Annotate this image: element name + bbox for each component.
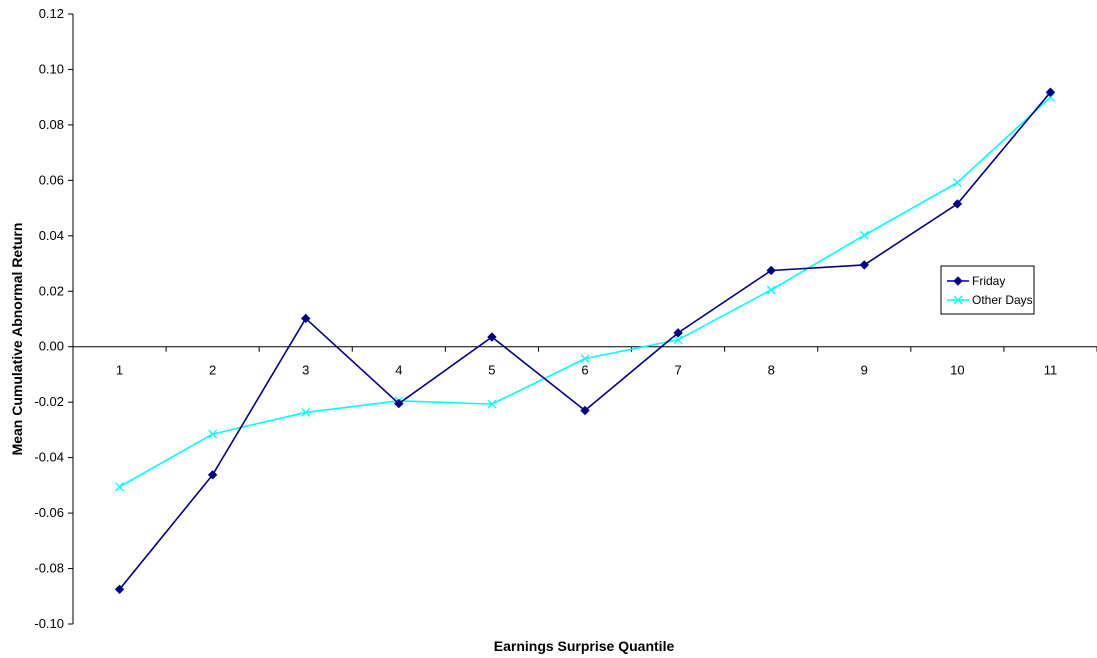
- y-tick-label: 0.00: [39, 339, 64, 354]
- x-axis: 1 2 3 4 5 6 7 8 9 10 11: [72, 346, 1097, 378]
- data-point-other-days: [673, 335, 683, 345]
- data-point-friday: [301, 313, 311, 324]
- y-tick-label: 0.12: [39, 6, 64, 21]
- legend-label: Other Days: [972, 293, 1033, 307]
- x-tick-label: 7: [674, 363, 681, 378]
- data-point-friday: [673, 328, 683, 338]
- x-tick-label: 6: [581, 363, 588, 378]
- y-axis-title: Mean Cumulative Abnormal Return: [9, 223, 25, 456]
- x-tick-label: 10: [950, 363, 964, 378]
- legend-swatch-marker: [953, 276, 963, 286]
- data-point-friday: [487, 332, 497, 342]
- y-tick-label: -0.10: [34, 616, 64, 631]
- legend-box: [940, 265, 1035, 315]
- x-tick-label: 5: [488, 363, 495, 378]
- x-tick-label: 4: [395, 363, 402, 378]
- legend: Friday Other Days: [940, 265, 1035, 315]
- x-tick-label: 2: [209, 363, 216, 378]
- legend-item-other-days: Other Days: [947, 293, 1033, 307]
- y-tick-label: -0.06: [34, 505, 64, 520]
- legend-label: Friday: [972, 274, 1005, 288]
- series-friday: [114, 87, 1056, 595]
- data-point-other-days: [952, 178, 962, 188]
- data-point-friday: [114, 584, 125, 595]
- data-point-other-days: [208, 429, 218, 439]
- data-point-friday: [859, 260, 869, 270]
- y-tick-label: 0.06: [39, 172, 64, 187]
- data-point-friday: [394, 398, 404, 409]
- data-point-other-days: [301, 407, 311, 417]
- x-tick-label: 1: [116, 363, 123, 378]
- data-point-friday: [580, 405, 590, 416]
- x-tick-label: 8: [768, 363, 775, 378]
- data-point-friday: [207, 470, 218, 480]
- series-other-days: [115, 92, 1055, 492]
- data-point-other-days: [580, 354, 590, 364]
- data-point-other-days: [487, 399, 497, 409]
- data-point-friday: [952, 199, 963, 209]
- y-tick-label: -0.02: [34, 394, 64, 409]
- y-tick-label: 0.02: [39, 283, 64, 298]
- data-point-friday: [766, 265, 776, 276]
- y-tick-label: 0.04: [39, 228, 64, 243]
- data-point-friday: [1045, 87, 1056, 97]
- y-axis: 0.12 0.10 0.08 0.06 0.04 0.02 0.00 -0.02 -0.04 -0…: [34, 6, 74, 631]
- y-tick-label: 0.08: [39, 117, 64, 132]
- data-point-other-days: [859, 230, 869, 240]
- data-point-other-days: [115, 482, 125, 492]
- series-line-other-days: [119, 96, 1051, 488]
- x-axis-title: Earnings Surprise Quantile: [494, 638, 675, 654]
- y-tick-label: -0.04: [34, 450, 64, 465]
- legend-swatch-marker: [953, 295, 963, 305]
- legend-item-friday: Friday: [947, 274, 1005, 288]
- x-tick-label: 9: [861, 363, 868, 378]
- data-point-other-days: [766, 285, 776, 295]
- y-tick-label: 0.10: [39, 61, 64, 76]
- y-tick-label: -0.08: [34, 561, 64, 576]
- x-tick-label: 3: [302, 363, 309, 378]
- series-line-friday: [118, 91, 1052, 590]
- x-tick-label: 11: [1044, 363, 1058, 378]
- series-layer: [114, 87, 1056, 595]
